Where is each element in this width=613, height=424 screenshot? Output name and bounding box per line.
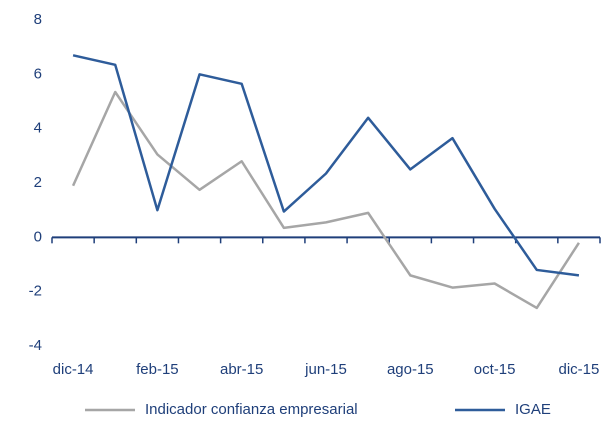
series-line xyxy=(72,54,580,277)
x-tick-label: dic-15 xyxy=(558,361,599,378)
x-tick-label: feb-15 xyxy=(136,361,179,378)
x-tick-label: jun-15 xyxy=(304,361,347,378)
y-tick-label: 6 xyxy=(34,65,42,82)
x-tick-label: ago-15 xyxy=(387,361,434,378)
x-tick-label: dic-14 xyxy=(53,361,94,378)
y-tick-label: 2 xyxy=(34,174,42,191)
y-tick-label: 8 xyxy=(34,11,42,28)
y-tick-label: 0 xyxy=(34,228,42,245)
legend-label: Indicador confianza empresarial xyxy=(145,401,358,418)
y-tick-label: 4 xyxy=(34,120,42,137)
y-tick-label: -2 xyxy=(29,283,42,300)
series-line xyxy=(71,90,580,310)
x-tick-label: oct-15 xyxy=(474,361,516,378)
x-tick-label: abr-15 xyxy=(220,361,263,378)
legend-label: IGAE xyxy=(515,401,551,418)
y-tick-label: -4 xyxy=(29,337,42,354)
